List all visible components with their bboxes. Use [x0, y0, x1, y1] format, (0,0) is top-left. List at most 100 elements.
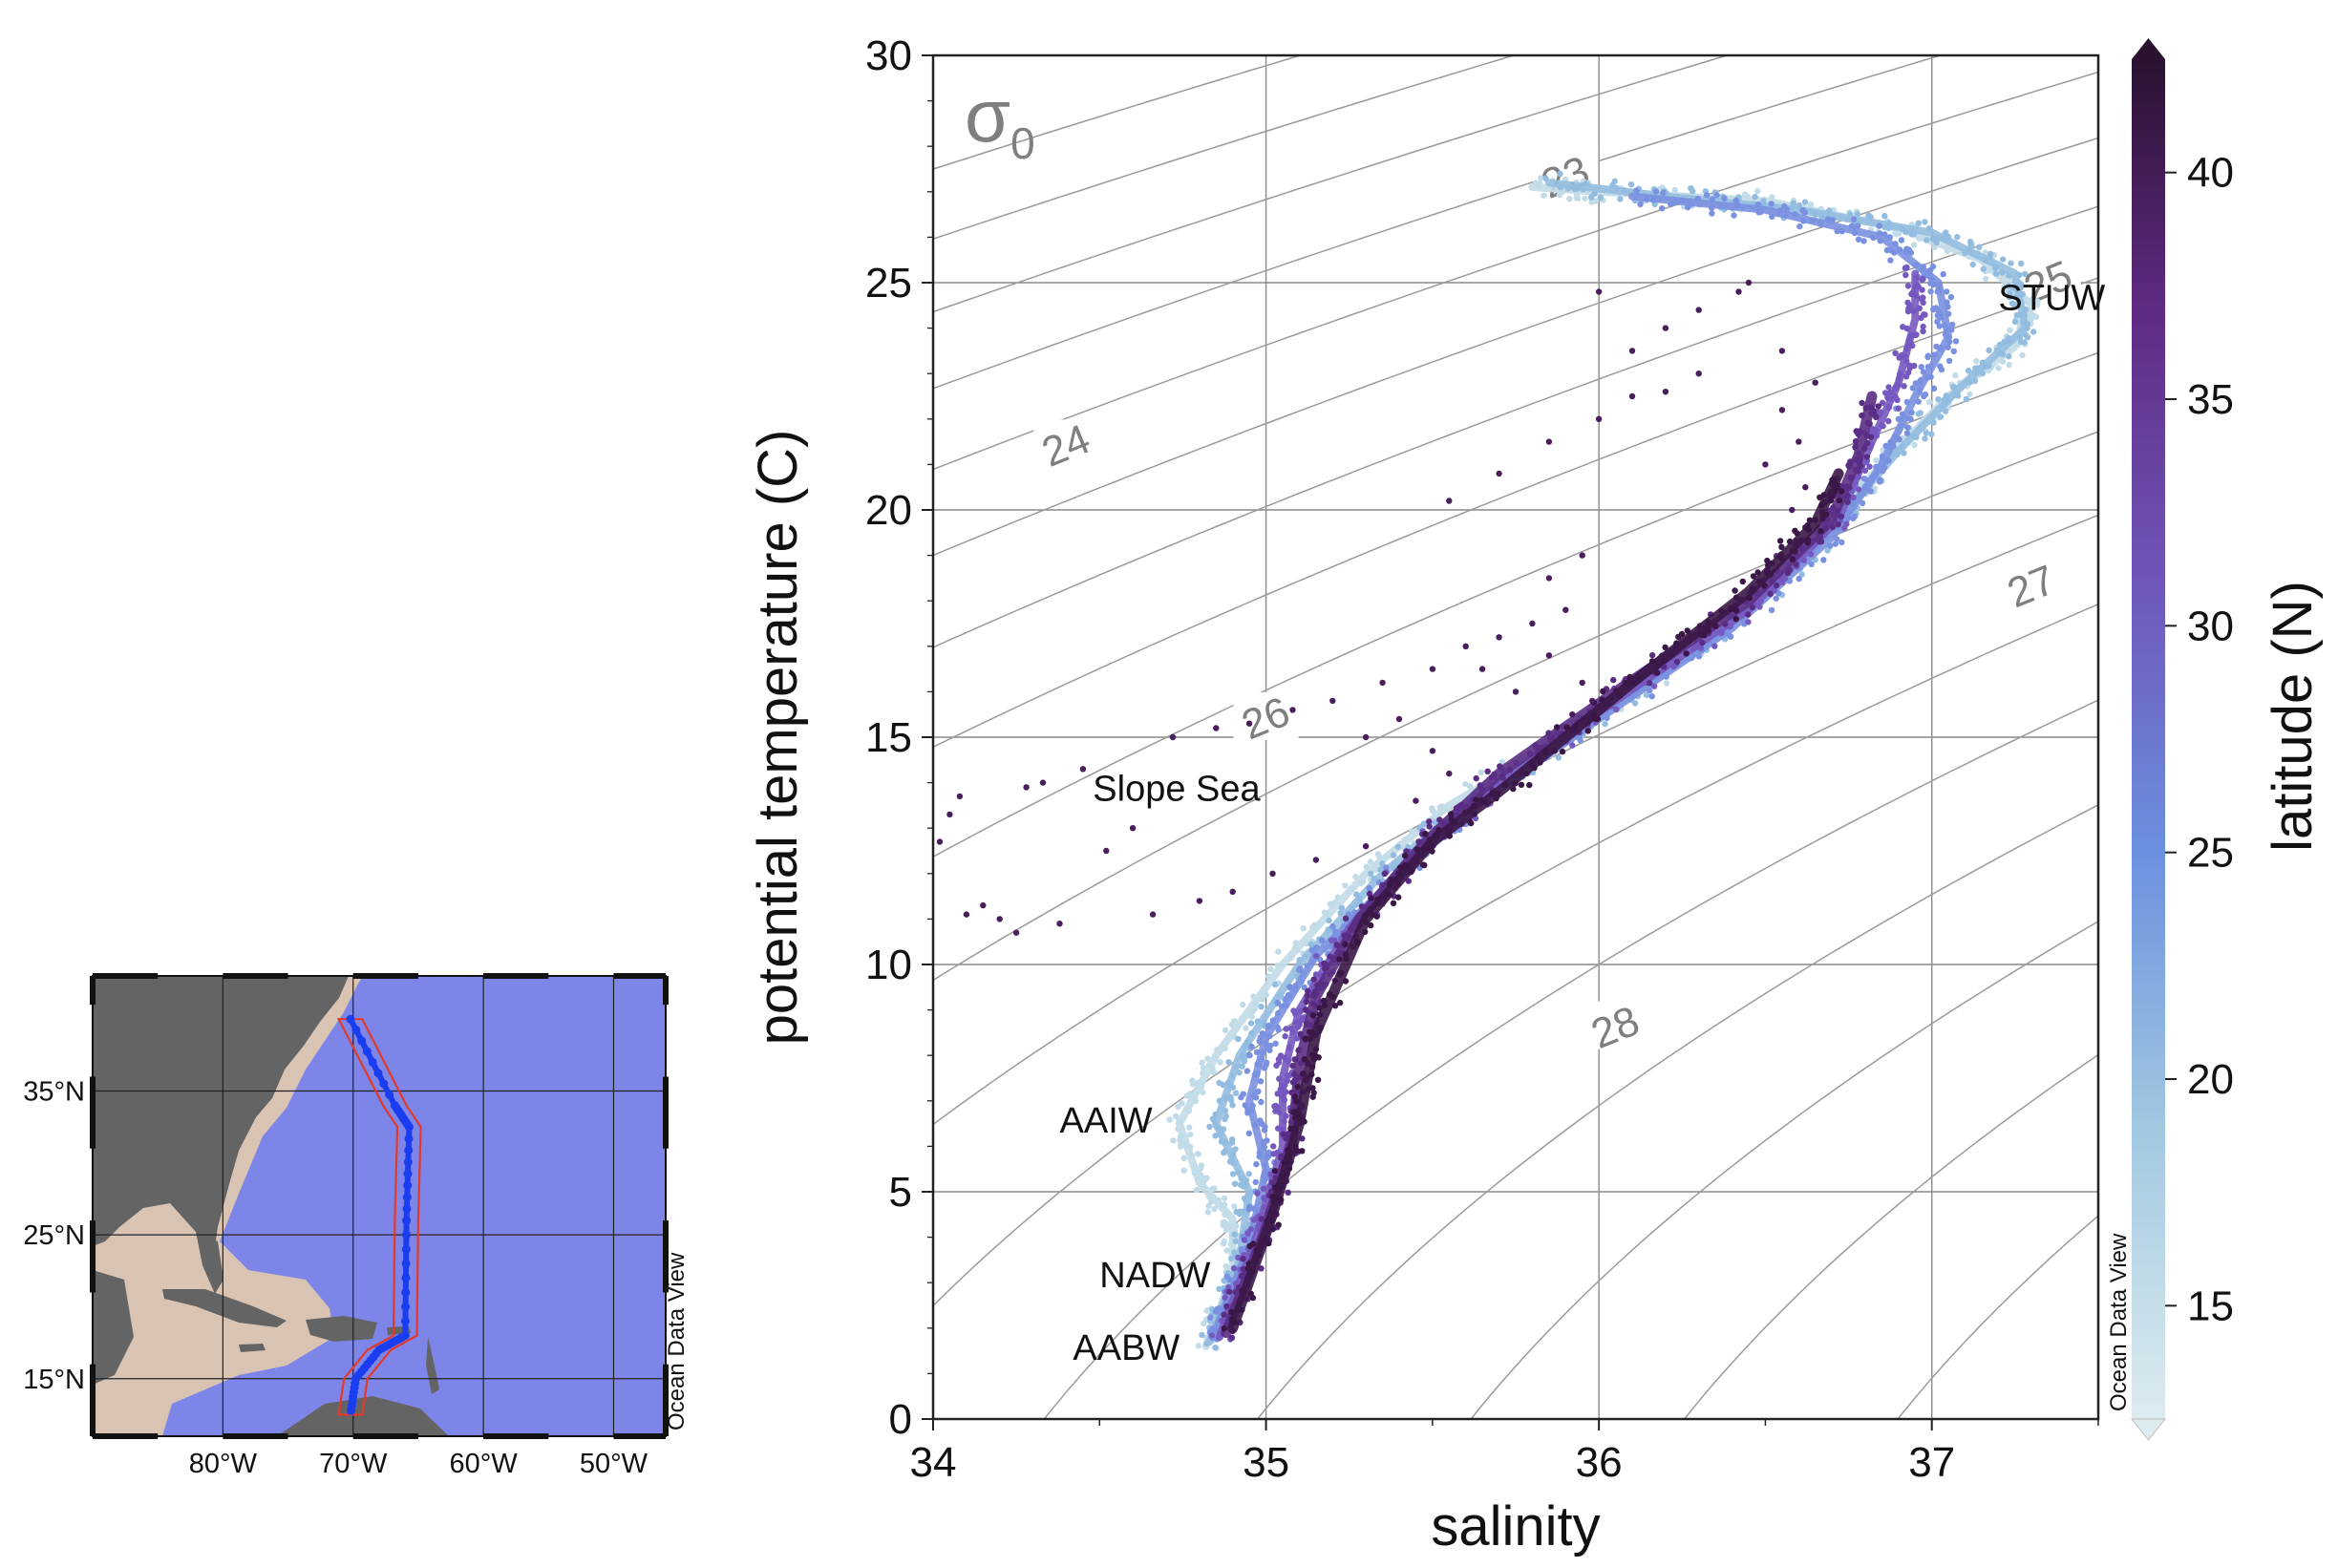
data-point [1391, 852, 1397, 858]
data-point [1342, 941, 1349, 947]
data-point [1559, 748, 1566, 755]
data-point [2022, 270, 2029, 278]
slope-sea-point [1395, 715, 1403, 723]
data-point [1752, 193, 1758, 201]
data-point [1212, 1345, 1219, 1351]
data-point [1299, 1148, 1306, 1155]
data-point [1709, 210, 1715, 217]
slope-sea-point [1796, 438, 1802, 445]
data-point [1789, 556, 1796, 562]
data-point [1648, 651, 1656, 659]
data-point [1305, 987, 1311, 995]
data-point [1947, 293, 1955, 301]
water-mass-label: NADW [1099, 1256, 1210, 1296]
data-point [1231, 1231, 1239, 1238]
data-point [1326, 917, 1332, 924]
data-point [1935, 396, 1942, 403]
map-land-florida [196, 1232, 223, 1294]
ocean-data-view-watermark: Ocean Data View [2106, 1233, 2132, 1411]
isopycnal-lines [933, 55, 2098, 1419]
data-point [1257, 1078, 1265, 1085]
data-point [1952, 338, 1960, 345]
slope-sea-point [1103, 847, 1110, 855]
slope-sea-point [1695, 371, 1702, 377]
data-point [1895, 405, 1902, 412]
data-point [1898, 237, 1905, 244]
isopycnal-line [933, 205, 2098, 648]
data-point [1909, 385, 1917, 392]
data-point [1173, 1112, 1180, 1120]
map-lon-label: 80°W [189, 1449, 258, 1479]
isopycnal-label-bg [1033, 419, 1099, 468]
data-point [2018, 260, 2025, 267]
map-land-south-america [277, 1396, 449, 1436]
isopycnal-line [933, 55, 1303, 170]
data-point [1180, 1167, 1188, 1174]
data-point [1602, 721, 1608, 728]
data-point [1231, 1249, 1238, 1256]
data-point [1230, 1265, 1238, 1272]
colorbar-tick-label: 20 [2187, 1056, 2234, 1103]
data-point [1275, 948, 1282, 955]
data-point [1873, 456, 1880, 464]
data-point [1308, 946, 1315, 954]
map-lat-label: 15°N [23, 1365, 85, 1395]
data-point [1254, 1190, 1261, 1197]
data-point [1905, 369, 1912, 376]
data-point [1923, 430, 1930, 436]
data-point [1859, 399, 1865, 407]
data-point [1195, 1343, 1202, 1349]
data-point [1999, 256, 2007, 263]
map-station [362, 1047, 372, 1056]
slope-sea-point [1039, 779, 1047, 786]
data-point [1291, 1093, 1299, 1100]
data-point [1954, 234, 1961, 241]
data-point [1253, 1160, 1260, 1168]
data-point [1745, 611, 1752, 618]
data-point [1929, 263, 1937, 270]
data-point [1673, 658, 1681, 666]
map-station [403, 1169, 413, 1178]
data-point [1643, 691, 1650, 698]
data-point [1401, 852, 1409, 859]
slope-sea-point [1778, 348, 1786, 354]
data-point [1922, 435, 1928, 442]
data-point [1750, 573, 1757, 580]
slope-sea-point [1569, 711, 1576, 718]
data-point [1367, 858, 1374, 865]
colorbar-gradient [2132, 59, 2165, 1419]
data-point [1950, 348, 1957, 354]
map-station [402, 1193, 412, 1202]
map-station [402, 1216, 412, 1225]
data-point [1336, 999, 1344, 1006]
slope-sea-point [1269, 870, 1276, 877]
data-point [1338, 904, 1346, 911]
slope-sea-point [1545, 652, 1553, 659]
slope-sea-point [1446, 498, 1453, 504]
map-land-central-america [93, 1270, 134, 1385]
map-land-hispaniola [306, 1316, 377, 1342]
data-point [1243, 1025, 1249, 1031]
data-point [1883, 246, 1891, 254]
water-mass-label: AAIW [1060, 1101, 1153, 1141]
data-point [1310, 976, 1317, 983]
data-point [1942, 408, 1949, 414]
data-point [1272, 1040, 1279, 1048]
data-point [1860, 476, 1868, 482]
data-point [1662, 644, 1668, 651]
data-point [1396, 864, 1404, 871]
slope-sea-point [1129, 825, 1137, 832]
data-point [1244, 1230, 1251, 1238]
data-point [1555, 754, 1562, 761]
data-point [1232, 1146, 1239, 1153]
colorbar-label: latitude (N) [2262, 581, 2324, 852]
data-point [1255, 1088, 1262, 1095]
slope-sea-point [1789, 506, 1796, 514]
slope-sea-point [1812, 379, 1818, 386]
data-point [1270, 1143, 1277, 1150]
data-point [1584, 728, 1591, 734]
data-point [1903, 264, 1910, 271]
